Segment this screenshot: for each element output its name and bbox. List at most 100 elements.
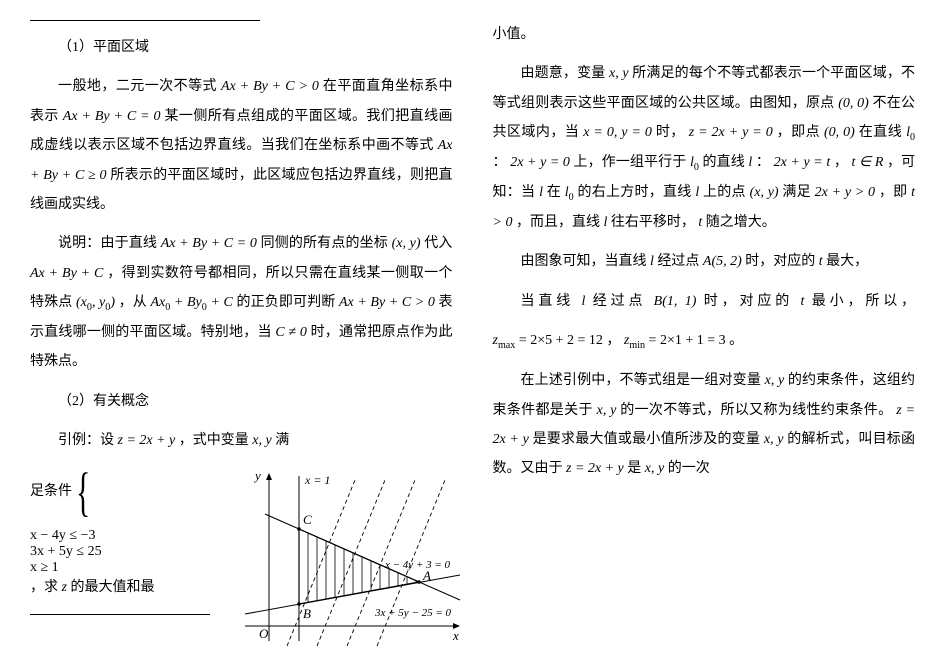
text: 时， (656, 125, 689, 140)
paragraph-intro: 引例：设 z = 2x + y ，式中变量 x, y 满 (30, 426, 453, 455)
text: ，即点 (777, 125, 824, 140)
line-label: 3x + 5y − 25 = 0 (374, 607, 452, 619)
text: 是 (627, 461, 645, 476)
math-expr: Ax + By + C > 0 (339, 295, 435, 310)
text: 时，对应的 (704, 294, 801, 309)
origin-label: O (259, 626, 269, 641)
text: = 2×5 + 2 = 12 (515, 333, 603, 348)
section-heading-2: （2）有关概念 (30, 387, 453, 416)
vertex-dot (297, 527, 301, 531)
text: 。 (729, 333, 743, 348)
text: 的最大值和最 (70, 580, 154, 595)
math-expr: l (581, 294, 585, 309)
point-label-a: A (422, 568, 431, 583)
math-expr: zmax = 2×5 + 2 = 12 (493, 333, 607, 348)
text: 代入 (424, 236, 452, 251)
text: ， (606, 333, 624, 348)
text: 引例：设 (58, 433, 118, 448)
page: （1）平面区域 一般地，二元一次不等式 Ax + By + C > 0 在平面直… (30, 20, 915, 651)
math-expr: x, y (597, 403, 617, 418)
paragraph: zmax = 2×5 + 2 = 12 ， zmin = 2×1 + 1 = 3… (493, 326, 916, 356)
math-expr: (0, 0) (824, 125, 855, 140)
paragraph: 由题意，变量 x, y 所满足的每个不等式都表示一个平面区域，不等式组则表示这些… (493, 59, 916, 237)
text: + By (170, 295, 201, 310)
text: 在 (547, 185, 565, 200)
text: ，求 (30, 580, 62, 595)
math-expr: l (650, 254, 654, 269)
paragraph: 足条件 { (30, 466, 225, 518)
text: 的一次不等式，所以又称为线性约束条件。 (620, 403, 896, 418)
x-axis-label: x (452, 628, 459, 643)
point-label-b: B (303, 606, 311, 621)
math-expr: C ≠ 0 (275, 325, 306, 340)
math-expr: 2x + y > 0 (815, 185, 875, 200)
text: 时，对应的 (745, 254, 819, 269)
text: ，而且，直线 (516, 215, 604, 230)
text: ，即 (879, 185, 911, 200)
math-expr: x, y (252, 433, 271, 448)
text: 经过点 (593, 294, 654, 309)
text: 是要求最大值或最小值所涉及的变量 (533, 432, 764, 447)
text: 上的点 (703, 185, 750, 200)
text: 由图象可知，当直线 (521, 254, 651, 269)
math-expr: x, y (765, 373, 785, 388)
line-label: x − 4y + 3 = 0 (384, 559, 451, 571)
equation-system: { (76, 466, 94, 518)
paragraph: 小值。 (493, 20, 916, 49)
text: + C (207, 295, 233, 310)
math-expr: (0, 0) (838, 96, 869, 111)
text: 往右平移时， (611, 215, 699, 230)
text: 的右上方时，直线 (577, 185, 695, 200)
math-expr: 2x + y = t (774, 155, 831, 170)
text: 经过点 (657, 254, 703, 269)
point-label-c: C (303, 512, 312, 527)
text: 上，作一组平行于 (574, 155, 690, 170)
math-expr: t (819, 254, 823, 269)
system-row: x ≥ 1 (30, 560, 225, 576)
text: 在上述引例中，不等式组是一组对变量 (521, 373, 765, 388)
math-expr: Ax + By + C = 0 (63, 109, 161, 124)
paragraph: 在上述引例中，不等式组是一组对变量 x, y 的约束条件，这组约束条件都是关于 … (493, 366, 916, 484)
text: 最大， (826, 254, 868, 269)
text: 的一次 (668, 461, 710, 476)
brace-icon: { (76, 466, 90, 518)
math-expr: Ax + By + C = 0 (161, 236, 257, 251)
math-expr: x, y (764, 432, 784, 447)
math-expr: Ax0 + By0 + C (151, 295, 237, 310)
text: 的直线 (703, 155, 749, 170)
left-column: （1）平面区域 一般地，二元一次不等式 Ax + By + C > 0 在平面直… (30, 20, 453, 651)
text: 同侧的所有点的坐标 (261, 236, 392, 251)
math-expr: l0 (565, 185, 574, 200)
math-expr: 2x + y = 0 (510, 155, 570, 170)
text: ，式中变量 (179, 433, 253, 448)
math-expr: l0 (690, 155, 699, 170)
example-row: 足条件 { x − 4y ≤ −3 3x + 5y ≤ 25 x ≥ 1 ，求 … (30, 466, 453, 651)
text: 满足 (782, 185, 814, 200)
math-expr: t (698, 215, 702, 230)
vertex-dot (297, 602, 301, 606)
text: , y (92, 295, 105, 310)
math-expr: (x, y) (750, 185, 779, 200)
math-expr: t ∈ R (852, 155, 884, 170)
math-expr: l0 (906, 125, 915, 140)
text: 的正负即可判断 (236, 295, 338, 310)
text: = 2×1 + 1 = 3 (645, 333, 726, 348)
line-2 (265, 514, 460, 600)
math-expr: l (695, 185, 699, 200)
text: 由题意，变量 (521, 66, 610, 81)
text: 随之增大。 (706, 215, 776, 230)
math-expr: (x, y) (392, 236, 421, 251)
line-label: x = 1 (304, 473, 330, 487)
math-expr: z = 2x + y (566, 461, 624, 476)
text: 在直线 (859, 125, 906, 140)
math-expr: l (748, 155, 752, 170)
y-axis-label: y (253, 468, 261, 483)
paragraph: 当直线 l 经过点 B(1, 1) 时，对应的 t 最小，所以， (493, 287, 916, 316)
math-expr: zmin = 2×1 + 1 = 3 (624, 333, 729, 348)
text: ： (493, 155, 511, 170)
text: ，从 (119, 295, 151, 310)
math-expr: z = 2x + y = 0 (689, 125, 773, 140)
paragraph: 说明：由于直线 Ax + By + C = 0 同侧的所有点的坐标 (x, y)… (30, 229, 453, 377)
math-expr: B(1, 1) (654, 294, 697, 309)
vertex-dot (417, 580, 421, 584)
